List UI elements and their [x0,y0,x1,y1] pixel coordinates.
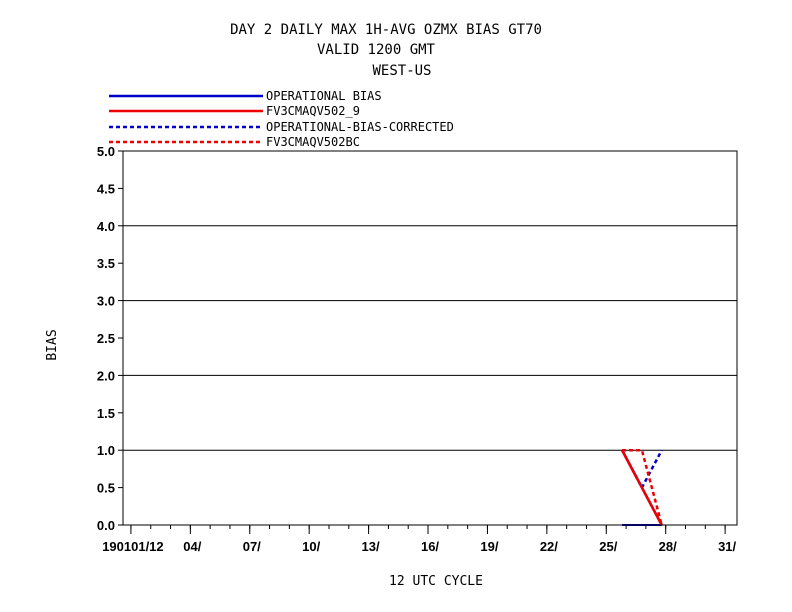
series-line [621,449,663,491]
x-tick-label: 25/ [599,539,617,554]
x-tick-label: 190101/12 [102,539,163,554]
x-tick-label: 07/ [243,539,261,554]
x-tick-label: 16/ [421,539,439,554]
legend-label: FV3CMAQV502BC [266,135,360,149]
y-axis-label: BIAS [45,329,60,360]
legend-label: FV3CMAQV502_9 [266,104,360,118]
x-axis-ticks: 190101/12 04/07/10/13/16/19/22/25/28/31/ [102,525,737,554]
x-tick-label: 19/ [480,539,498,554]
x-tick-label: 10/ [302,539,320,554]
x-tick-label: 22/ [540,539,558,554]
legend-label: OPERATIONAL BIAS [266,89,382,103]
x-tick-label: 04/ [183,539,201,554]
y-tick-label: 0.5 [97,481,115,496]
y-tick-label: 2.5 [97,331,115,346]
series-line [621,449,663,526]
x-tick-label: 31/ [718,539,736,554]
y-tick-label: 2.0 [97,368,115,383]
x-tick-label: 28/ [659,539,677,554]
y-tick-label: 4.0 [97,219,115,234]
x-axis-label: 12 UTC CYCLE [389,574,483,589]
chart-title-line-2: VALID 1200 GMT [317,42,436,58]
chart-title-line-3: WEST-US [372,63,431,79]
y-tick-label: 3.0 [97,294,115,309]
plot-frame [122,150,738,526]
y-axis-ticks: 0.0 0.5 1.0 1.5 2.0 2.5 3.0 3.5 4.0 4.5 5.0 [97,144,123,533]
x-tick-label: 13/ [362,539,380,554]
y-tick-label: 1.5 [97,406,115,421]
y-tick-label: 1.0 [97,443,115,458]
y-tick-label: 5.0 [97,144,115,159]
gridlines [123,225,737,451]
chart-titles: DAY 2 DAILY MAX 1H-AVG OZMX BIAS GT70 VA… [230,22,542,79]
y-tick-label: 0.0 [97,518,115,533]
y-tick-label: 3.5 [97,256,115,271]
legend-label: OPERATIONAL-BIAS-CORRECTED [266,120,454,134]
series-line [622,448,663,526]
chart-title-line-1: DAY 2 DAILY MAX 1H-AVG OZMX BIAS GT70 [230,22,542,38]
data-series [621,448,663,526]
y-tick-label: 4.5 [97,181,115,196]
